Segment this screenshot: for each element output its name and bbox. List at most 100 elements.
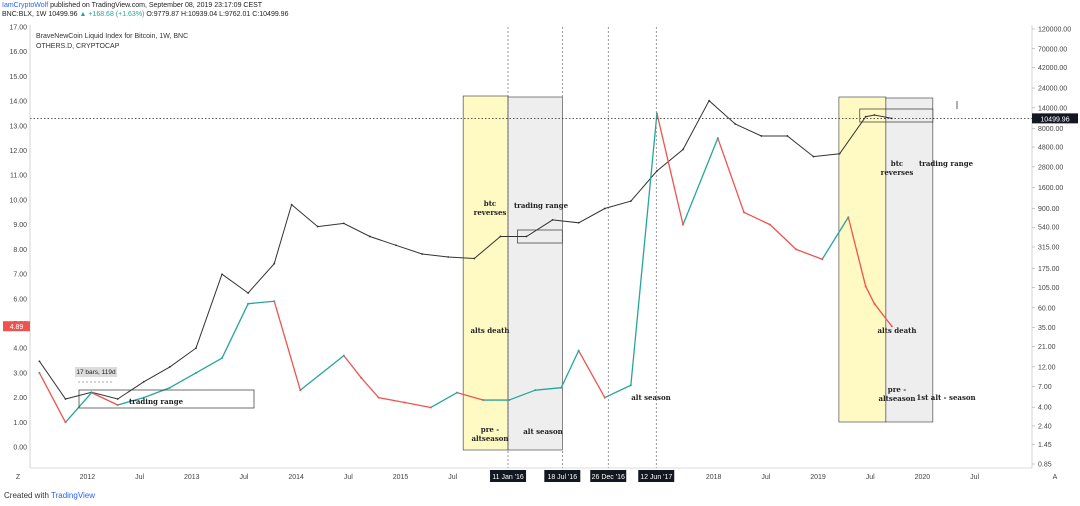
right-tick-label: 900.00 [1038, 206, 1060, 213]
btc-point [760, 135, 763, 137]
others-segment [578, 350, 606, 398]
others-point [795, 248, 798, 251]
others-point [603, 396, 606, 399]
annotation-label: pre -altseason [471, 425, 508, 443]
right-tick-label: 0.85 [1038, 462, 1052, 469]
right-tick-label: 42000.00 [1038, 65, 1067, 72]
left-current-value: 4.89 [10, 324, 24, 331]
right-tick-label: 4800.00 [1038, 145, 1063, 152]
right-tick-label: 60.00 [1038, 305, 1056, 312]
annotation-label: trading range [919, 159, 974, 168]
chart-svg[interactable]: 0.001.002.003.004.005.006.007.008.009.00… [0, 22, 1080, 488]
left-tick-label: 14.00 [9, 99, 27, 106]
date-marker-box [490, 470, 527, 482]
right-tick-label: 540.00 [1038, 225, 1060, 232]
btc-point [142, 380, 145, 383]
others-point [221, 357, 224, 360]
trading-range-box-2 [517, 229, 563, 244]
date-marker-label: 18 Jul '16 [547, 474, 577, 481]
btc-point [64, 398, 67, 400]
x-tick-label: 2015 [393, 474, 409, 481]
btc-point [369, 235, 371, 238]
x-tick-label: 2018 [706, 474, 722, 481]
others-segment [604, 384, 632, 399]
btc-point [342, 222, 345, 225]
open-value: O:9779.87 [146, 11, 180, 18]
others-point [629, 384, 632, 387]
annotation-label: trading range [514, 201, 569, 210]
others-segment [508, 389, 536, 401]
others-point [682, 223, 685, 226]
left-tick-label: 16.00 [9, 49, 27, 56]
btc-point [473, 257, 476, 260]
others-point [864, 285, 867, 288]
others-segment [64, 392, 93, 423]
right-tick-label: 4.00 [1038, 405, 1052, 412]
annotation-label: trading range [129, 397, 184, 406]
trading-range-box-1 [78, 389, 255, 409]
others-point [890, 325, 893, 328]
x-tick-label: 2013 [184, 474, 200, 481]
btc-point [290, 203, 293, 206]
others-segment [221, 303, 249, 359]
bars-range-box [75, 367, 117, 377]
others-point [481, 399, 484, 402]
others-point [873, 302, 876, 305]
date-marker-label: 11 Jan '16 [492, 474, 524, 481]
others-segment [847, 217, 867, 287]
symbol[interactable]: BNC:BLX, 1W [2, 11, 47, 18]
last-price-value: 10499.96 [1040, 116, 1069, 123]
others-segment [682, 137, 719, 225]
others-point [194, 371, 197, 374]
left-tick-label: 13.00 [9, 123, 27, 130]
right-tick-label: 315.00 [1038, 245, 1060, 252]
others-point [534, 389, 537, 392]
left-tick-label: 17.00 [9, 25, 27, 32]
others-point [508, 399, 511, 402]
left-tick-label: 1.00 [13, 420, 27, 427]
tradingview-logo[interactable]: TradingView [51, 491, 96, 500]
zone-yellow-2 [838, 96, 887, 423]
others-segment [656, 113, 684, 225]
x-tick-label: Jul [761, 474, 770, 481]
right-tick-label: 105.00 [1038, 285, 1060, 292]
btc-point [864, 115, 867, 118]
btc-point [221, 273, 223, 276]
right-tick-label: 24000.00 [1038, 86, 1067, 93]
x-tick-label: 2020 [915, 474, 931, 481]
date-marker-box [590, 470, 627, 482]
chart-title: BraveNewCoin Liquid Index for Bitcoin, 1… [36, 33, 188, 40]
left-tick-label: 2.00 [13, 395, 27, 402]
x-tick-label: A [1053, 474, 1058, 481]
others-point [299, 389, 302, 392]
date-marker-label: 12 Jun '17 [640, 474, 672, 481]
author-name[interactable]: IamCryptoWolf [2, 2, 49, 9]
btc-point [195, 347, 197, 350]
others-segment [248, 300, 275, 305]
others-point [560, 386, 563, 389]
others-segment [430, 392, 458, 409]
left-current-tag [3, 321, 30, 332]
btc-point [577, 221, 580, 224]
others-segment [630, 113, 658, 386]
btc-point [273, 262, 276, 265]
btc-point [603, 207, 606, 210]
others-segment [143, 387, 171, 399]
others-point [455, 391, 458, 394]
annotation-label: 1st alt - season [916, 393, 975, 402]
others-segment [299, 355, 345, 391]
others-point [377, 396, 380, 399]
right-tick-label: 120000.00 [1038, 27, 1071, 34]
others-point [342, 354, 345, 357]
others-segment [873, 303, 893, 327]
others-point [742, 211, 745, 214]
right-tick-label: 2800.00 [1038, 164, 1063, 171]
annotation-label: 17 bars, 119d [76, 369, 116, 376]
annotation-label: alts death [470, 326, 509, 335]
others-segment [535, 387, 562, 391]
others-point [847, 216, 850, 219]
x-tick-label: Jul [866, 474, 875, 481]
others-point [38, 371, 41, 374]
others-point [403, 401, 406, 404]
btc-point [116, 398, 119, 400]
